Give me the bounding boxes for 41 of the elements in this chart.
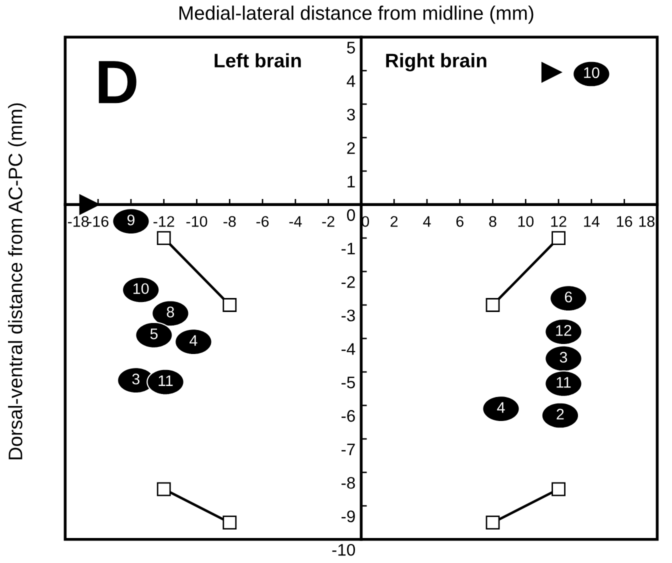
y-axis-title: Dorsal-ventral distance from AC-PC (mm) — [8, 103, 26, 460]
annotation: D — [98, 61, 136, 104]
y-tick-label: 1 — [348, 176, 355, 188]
annotation: 12 — [556, 325, 572, 336]
y-tick-label: 2 — [347, 142, 355, 154]
x-tick-label: 8 — [489, 216, 496, 227]
annotation: 6 — [564, 292, 572, 302]
y-tick-label: -9 — [342, 510, 355, 522]
x-tick-label: 6 — [456, 216, 464, 227]
x-tick-label: 18 — [639, 216, 654, 227]
annotation: Right brain — [386, 53, 486, 72]
x-tick-label: 14 — [584, 216, 600, 227]
x-tick-label: 4 — [423, 216, 431, 227]
x-tick-label: -12 — [153, 216, 174, 227]
y-tick-label: -7 — [342, 444, 355, 456]
y-tick-label: -8 — [342, 477, 355, 489]
y-tick-label: -6 — [342, 410, 355, 422]
y-tick-label: -4 — [342, 343, 356, 355]
y-tick-label: -2 — [342, 276, 355, 288]
x-tick-label: -4 — [289, 216, 302, 227]
y-tick-label: 3 — [347, 108, 355, 121]
x-tick-label: 16 — [616, 216, 632, 227]
x-tick-label: -16 — [88, 216, 108, 227]
x-tick-label: -18 — [68, 216, 89, 227]
annotation: 4 — [497, 402, 505, 413]
x-tick-label: 2 — [390, 216, 398, 227]
x-tick-label: -10 — [186, 216, 208, 227]
annotation: Left brain — [214, 53, 301, 68]
y-tick-label: -1 — [342, 242, 355, 254]
annotation: 9 — [127, 214, 134, 226]
x-tick-label: 12 — [551, 216, 566, 227]
x-tick-label: -6 — [256, 216, 269, 227]
y-tick-label: 4 — [346, 75, 356, 87]
y-tick-label: 5 — [347, 42, 355, 54]
x-axis-title: Medial-lateral distance from midline (mm) — [179, 6, 534, 24]
y-tick-label: -5 — [342, 376, 355, 388]
y-tick-label: -10 — [332, 544, 355, 556]
x-tick-label: -8 — [224, 216, 236, 227]
x-tick-label: -2 — [322, 216, 334, 227]
x-tick-label: 10 — [518, 216, 534, 227]
y-tick-label: -3 — [342, 310, 355, 322]
